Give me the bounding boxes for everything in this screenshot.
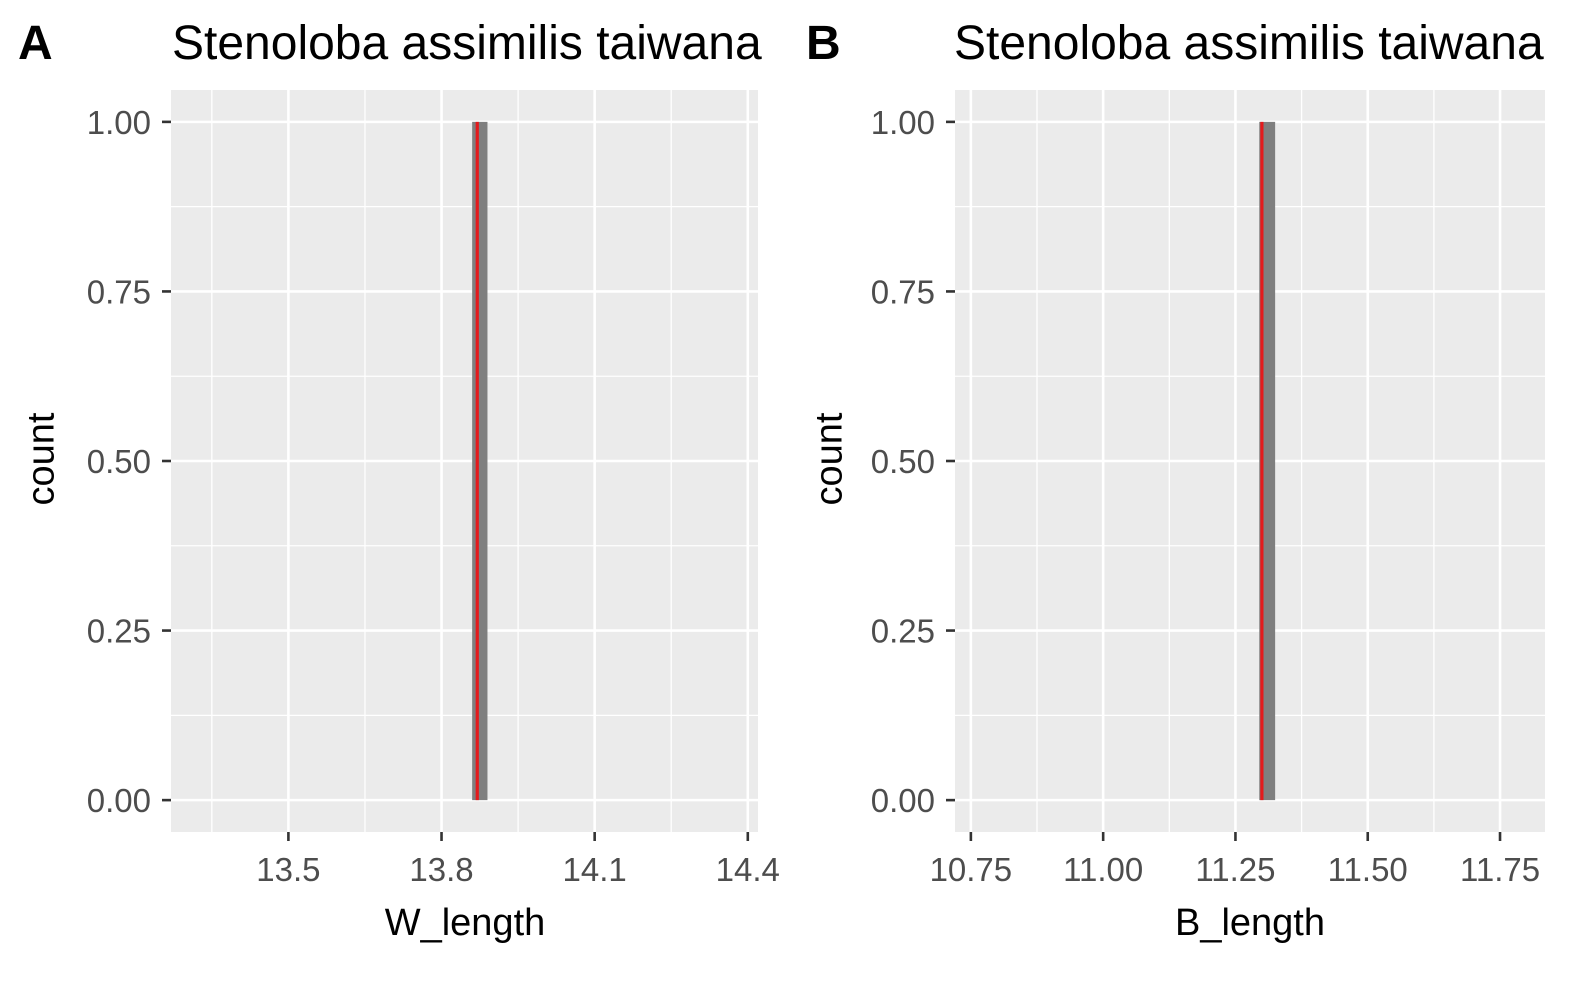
panel-tag-a: A (18, 17, 53, 70)
x-tick-label-b: 11.00 (1063, 851, 1143, 888)
x-axis-label-b: B_length (1174, 902, 1325, 944)
plot-area-a: 13.5 13.8 14.1 14.4 0.00 0.25 0.50 0.75 1.00 (87, 90, 780, 888)
x-axis-label-a: W_length (384, 902, 546, 944)
x-tick-label-b: 11.75 (1460, 851, 1540, 888)
y-tick-label-a: 0.00 (87, 782, 151, 819)
x-tick-label-b: 11.50 (1328, 851, 1408, 888)
y-tick-label-b: 0.00 (871, 782, 935, 819)
x-tick-label-a: 13.8 (409, 851, 473, 888)
y-tick-label-b: 0.50 (871, 443, 935, 480)
x-tick-label-a: 14.4 (716, 851, 780, 888)
panel-tag-b: B (806, 17, 841, 70)
chart-panel-a: A Stenoloba assimilis taiwana count W_le… (0, 0, 790, 984)
x-tick-label-b: 11.25 (1195, 851, 1275, 888)
y-tick-label-a: 0.75 (87, 273, 151, 310)
chart-title-b: Stenoloba assimilis taiwana (954, 17, 1544, 70)
histogram-bar-a (472, 121, 488, 801)
y-tick-label-a: 0.50 (87, 443, 151, 480)
y-tick-label-b: 1.00 (871, 104, 935, 141)
plot-area-b: 10.75 11.00 11.25 11.50 11.75 0.00 0.25 0.50 0.7… (871, 90, 1545, 888)
x-tick-label-a: 14.1 (563, 851, 627, 888)
y-tick-label-a: 0.25 (87, 613, 151, 650)
chart-panel-b: B Stenoloba assimilis taiwana count B_le… (790, 0, 1593, 984)
y-tick-label-a: 1.00 (87, 104, 151, 141)
x-tick-label-b: 10.75 (930, 851, 1013, 888)
y-tick-label-b: 0.75 (871, 273, 935, 310)
y-tick-label-b: 0.25 (871, 613, 935, 650)
x-tick-label-a: 13.5 (256, 851, 320, 888)
chart-title-a: Stenoloba assimilis taiwana (172, 17, 762, 70)
